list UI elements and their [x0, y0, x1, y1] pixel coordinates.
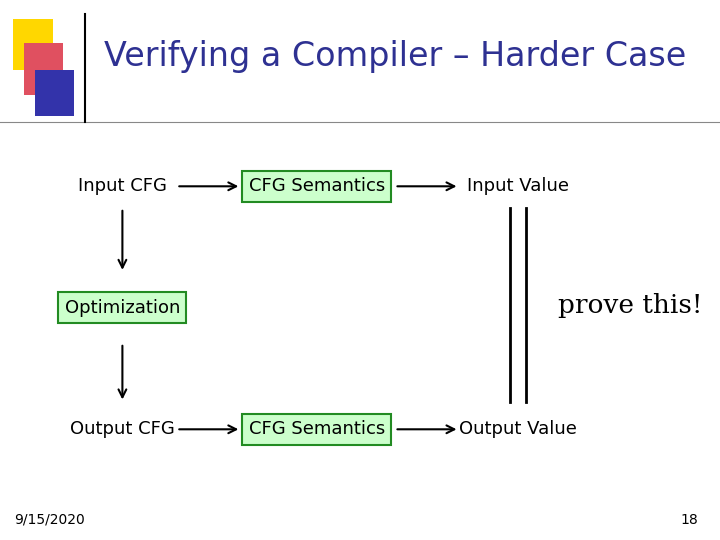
- Text: CFG Semantics: CFG Semantics: [248, 177, 385, 195]
- Text: Input CFG: Input CFG: [78, 177, 167, 195]
- Text: 18: 18: [680, 512, 698, 526]
- Text: Input Value: Input Value: [467, 177, 570, 195]
- FancyBboxPatch shape: [13, 19, 53, 70]
- Text: Output CFG: Output CFG: [70, 420, 175, 438]
- Text: CFG Semantics: CFG Semantics: [248, 420, 385, 438]
- Text: 9/15/2020: 9/15/2020: [14, 512, 85, 526]
- Text: Verifying a Compiler – Harder Case: Verifying a Compiler – Harder Case: [104, 40, 687, 73]
- Text: Optimization: Optimization: [65, 299, 180, 317]
- FancyBboxPatch shape: [35, 70, 74, 116]
- Text: prove this!: prove this!: [558, 293, 703, 318]
- Text: Output Value: Output Value: [459, 420, 577, 438]
- FancyBboxPatch shape: [24, 43, 63, 94]
